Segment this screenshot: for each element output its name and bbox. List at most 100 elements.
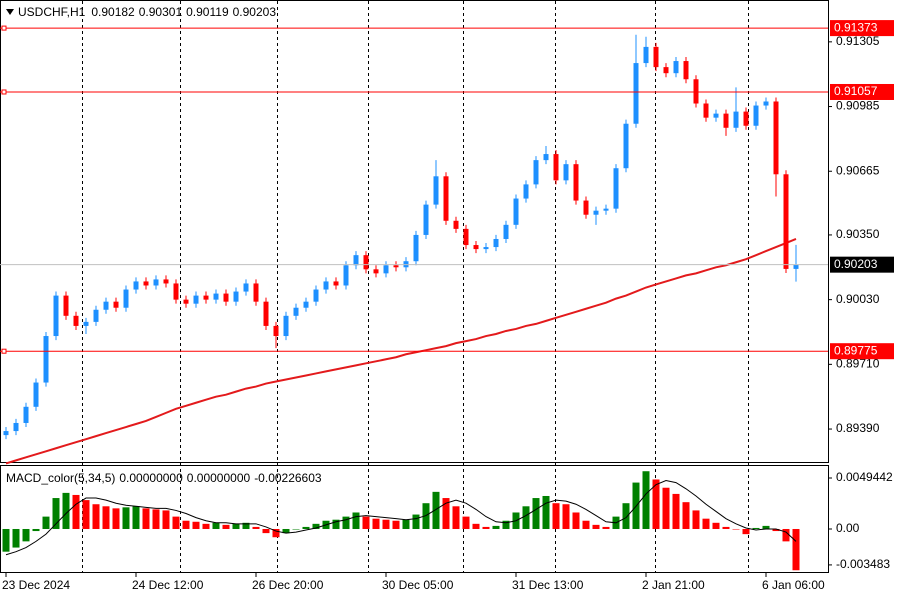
candle-body	[163, 279, 169, 284]
macd-bar	[772, 528, 780, 532]
y-tick-label: 0.0049442	[836, 470, 893, 484]
candle-body	[283, 315, 289, 337]
candle-body	[13, 422, 19, 432]
candle-body	[723, 113, 729, 128]
macd-bar	[372, 518, 380, 529]
macd-bar	[202, 523, 210, 529]
macd-bar	[132, 506, 140, 529]
y-tick-label: 0.90985	[836, 99, 880, 113]
macd-bar	[182, 520, 190, 529]
macd-bar	[292, 528, 300, 530]
candle-body	[333, 281, 339, 286]
candle-body	[783, 174, 789, 269]
candle-body	[443, 176, 449, 221]
macd-bar	[2, 528, 10, 552]
candle-body	[393, 265, 399, 268]
candle-body	[373, 269, 379, 274]
macd-panel-frame	[0, 465, 829, 573]
macd-bar	[492, 525, 500, 529]
macd-bar	[552, 503, 560, 529]
macd-bar	[532, 498, 540, 529]
last-price-box	[830, 256, 894, 273]
candle-body	[133, 281, 139, 290]
candle-body	[243, 283, 249, 292]
candle-body	[543, 154, 549, 161]
macd-bar	[572, 512, 580, 529]
candle-body	[83, 321, 89, 326]
x-tick-label: 2 Jan 21:00	[642, 578, 705, 592]
macd-bar	[252, 526, 260, 529]
candle-body	[53, 295, 59, 337]
x-tick-label: 24 Dec 12:00	[132, 578, 204, 592]
macd-bar	[392, 520, 400, 529]
x-tick-label: 6 Jan 06:00	[762, 578, 825, 592]
menu-triangle[interactable]	[6, 9, 14, 15]
macd-bar	[452, 506, 460, 529]
candle-body	[113, 301, 119, 308]
macd-bar	[562, 504, 570, 529]
candle-body	[363, 255, 369, 270]
macd-bar	[442, 498, 450, 529]
macd-bar	[762, 525, 770, 529]
candle-body	[103, 301, 109, 310]
candle-body	[263, 301, 269, 326]
macd-bar	[412, 514, 420, 529]
candle-body	[573, 164, 579, 201]
candle-body	[23, 406, 29, 423]
macd-bar	[692, 510, 700, 529]
candle-body	[193, 295, 199, 304]
symbol: USDCHF,H1	[18, 5, 86, 19]
x-tick-label: 30 Dec 05:00	[382, 578, 454, 592]
x-tick-label: 23 Dec 2024	[2, 578, 70, 592]
macd-bar	[112, 508, 120, 529]
macd-header: MACD_color(5,34,5) 0.00000000 0.00000000 -0…	[6, 471, 322, 485]
level-label-box	[830, 343, 894, 360]
macd-bar	[642, 471, 650, 529]
macd-bar	[342, 516, 350, 529]
macd-bar	[72, 494, 80, 529]
macd-bar	[312, 523, 320, 529]
macd-bar	[362, 516, 370, 529]
macd-bar	[792, 528, 800, 571]
signal-line	[5, 479, 797, 556]
macd-bar	[12, 528, 20, 548]
level-anchor	[1, 89, 7, 95]
candle-body	[773, 101, 779, 175]
macd-bar	[212, 522, 220, 529]
candle-body	[383, 265, 389, 274]
candle-body	[433, 176, 439, 205]
y-tick-label: -0.003483	[836, 557, 890, 571]
y-tick-label: 0.90350	[836, 227, 880, 241]
x-tick-label: 26 Dec 20:00	[252, 578, 324, 592]
candle-body	[623, 123, 629, 169]
candle-body	[793, 264, 799, 269]
candle-body	[453, 220, 459, 229]
macd-bar	[52, 498, 60, 529]
low-readout: 0.90119	[186, 5, 229, 19]
macd-title: MACD_color(5,34,5)	[6, 471, 115, 485]
macd-readout: -0.00226603	[254, 471, 322, 485]
macd-bar	[502, 520, 510, 529]
macd-bar	[432, 491, 440, 529]
candle-body	[563, 164, 569, 181]
candle-body	[123, 289, 129, 308]
macd-readout: 0.00000000	[119, 471, 183, 485]
macd-bar	[402, 519, 410, 529]
macd-bar	[542, 495, 550, 529]
candle-body	[423, 204, 429, 235]
macd-bar	[522, 506, 530, 529]
candle-body	[63, 295, 69, 316]
macd-bar	[682, 502, 690, 529]
macd-bar	[462, 516, 470, 529]
macd-bar	[122, 507, 130, 529]
last-price-label: 0.90203	[834, 257, 878, 271]
candle-body	[753, 105, 759, 126]
candle-body	[143, 281, 149, 286]
candle-body	[763, 101, 769, 106]
x-tick-label: 31 Dec 13:00	[512, 578, 584, 592]
macd-bar	[722, 526, 730, 529]
open-readout: 0.90182	[91, 5, 135, 19]
candle-body	[683, 61, 689, 80]
candle-body	[203, 295, 209, 300]
